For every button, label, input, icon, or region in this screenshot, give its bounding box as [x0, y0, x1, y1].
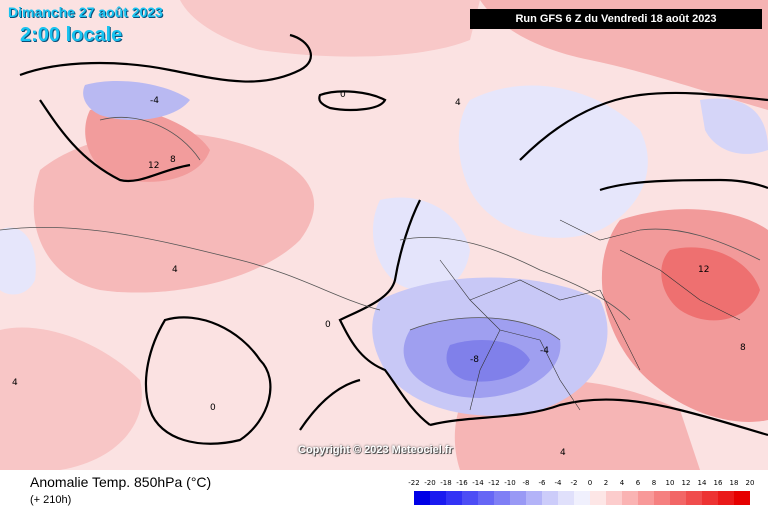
map-title: Anomalie Temp. 850hPa (°C)	[30, 474, 212, 490]
coast-africa-island	[144, 316, 272, 445]
country-borders	[439, 219, 741, 411]
legend-swatch	[574, 491, 590, 505]
cool-zone-west-edge	[0, 227, 36, 295]
legend-swatch	[526, 491, 542, 505]
legend-swatch	[462, 491, 478, 505]
legend-tick-label: 12	[681, 479, 691, 487]
legend-swatch	[622, 491, 638, 505]
legend-tick-label: -10	[504, 479, 516, 487]
legend-tick-label: 0	[587, 479, 593, 487]
legend-swatch	[558, 491, 574, 505]
legend-swatch	[686, 491, 702, 505]
contour-label: -8	[470, 355, 479, 365]
legend-swatch	[414, 491, 430, 505]
legend-tick-label: -16	[456, 479, 468, 487]
legend-swatch	[670, 491, 686, 505]
legend-tick-label: 18	[729, 479, 739, 487]
legend-tick-label: 16	[713, 479, 723, 487]
coast-iceland	[318, 90, 387, 111]
contour-label: 4	[560, 448, 566, 458]
warm-zone-atlantic	[33, 132, 315, 293]
model-run-info: Run GFS 6 Z du Vendredi 18 août 2023	[470, 9, 762, 29]
legend-tick-label: -18	[440, 479, 452, 487]
copyright-watermark: Copyright © 2023 Meteociel.fr	[298, 444, 453, 456]
legend-tick-label: -4	[554, 479, 562, 487]
legend-swatch	[494, 491, 510, 505]
contour-label: 4	[455, 98, 461, 108]
cool-zone-northeast-corner	[700, 98, 768, 154]
legend-swatch	[718, 491, 734, 505]
color-scale-legend: -22 -20 -18 -16 -14 -12 -10 -8 -6 -4 -2 0 2 4 6 8 10 12 14…	[408, 479, 755, 509]
legend-swatch	[702, 491, 718, 505]
legend-swatch	[606, 491, 622, 505]
temperature-anomaly-map: 0 4 8 12 -4 -8 12 8 4 0 -4 4 0 4	[0, 0, 768, 470]
cool-zone-scandinavia	[458, 85, 648, 238]
legend-tick-label: 14	[697, 479, 707, 487]
legend-tick-label: -20	[424, 479, 436, 487]
legend-swatch	[542, 491, 558, 505]
legend-swatch	[590, 491, 606, 505]
coast-greenland	[19, 33, 312, 183]
contour-lines	[0, 117, 761, 341]
legend-swatch	[446, 491, 462, 505]
contour-label: 12	[148, 161, 159, 171]
forecast-local-time: 2:00 locale	[20, 24, 123, 46]
legend-tick-label: -12	[488, 479, 500, 487]
legend-swatch	[734, 491, 750, 505]
forecast-lead-time: (+ 210h)	[30, 494, 72, 506]
legend-tick-label: 6	[635, 479, 641, 487]
coast-norway	[519, 91, 768, 161]
coast-europe-west	[338, 199, 431, 426]
contour-label: 4	[172, 265, 178, 275]
legend-tick-label: 4	[619, 479, 625, 487]
legend-tick-label: 10	[665, 479, 675, 487]
cool-zone-greenland-north	[83, 80, 190, 120]
coast-mediterranean	[429, 398, 768, 437]
legend-swatch	[510, 491, 526, 505]
warm-zone-greenland	[85, 107, 210, 182]
legend-tick-label: 20	[745, 479, 755, 487]
legend-tick-label: -2	[570, 479, 578, 487]
legend-swatch	[430, 491, 446, 505]
legend-swatch	[478, 491, 494, 505]
legend-swatch	[654, 491, 670, 505]
hot-core-east	[661, 247, 760, 321]
legend-swatch	[638, 491, 654, 505]
contour-label: 8	[740, 343, 746, 353]
legend-tick-label: -8	[522, 479, 530, 487]
legend-tick-label: -14	[472, 479, 484, 487]
contour-label: 12	[698, 265, 709, 275]
coastlines	[19, 33, 768, 445]
contour-label: 0	[340, 90, 346, 100]
legend-tick-label: 8	[651, 479, 657, 487]
warm-zone-north	[180, 0, 480, 57]
contour-label: 0	[325, 320, 331, 330]
contour-label: -4	[150, 96, 159, 106]
cool-core-europe	[446, 340, 530, 382]
contour-label: 4	[12, 378, 18, 388]
coast-east-europe	[599, 178, 768, 192]
contour-label: -4	[540, 346, 549, 356]
contour-labels: 0 4 8 12 -4 -8 12 8 4 0 -4 4 0 4	[12, 90, 746, 458]
contour-label: 0	[210, 403, 216, 413]
coast-iberia	[299, 378, 361, 431]
warm-zone-southwest	[0, 327, 142, 470]
legend-swatches	[414, 491, 750, 505]
legend-tick-label: 2	[603, 479, 609, 487]
legend-tick-label: -6	[538, 479, 546, 487]
legend-tick-label: -22	[408, 479, 420, 487]
forecast-date: Dimanche 27 août 2023	[8, 4, 163, 20]
contour-label: 8	[170, 155, 176, 165]
